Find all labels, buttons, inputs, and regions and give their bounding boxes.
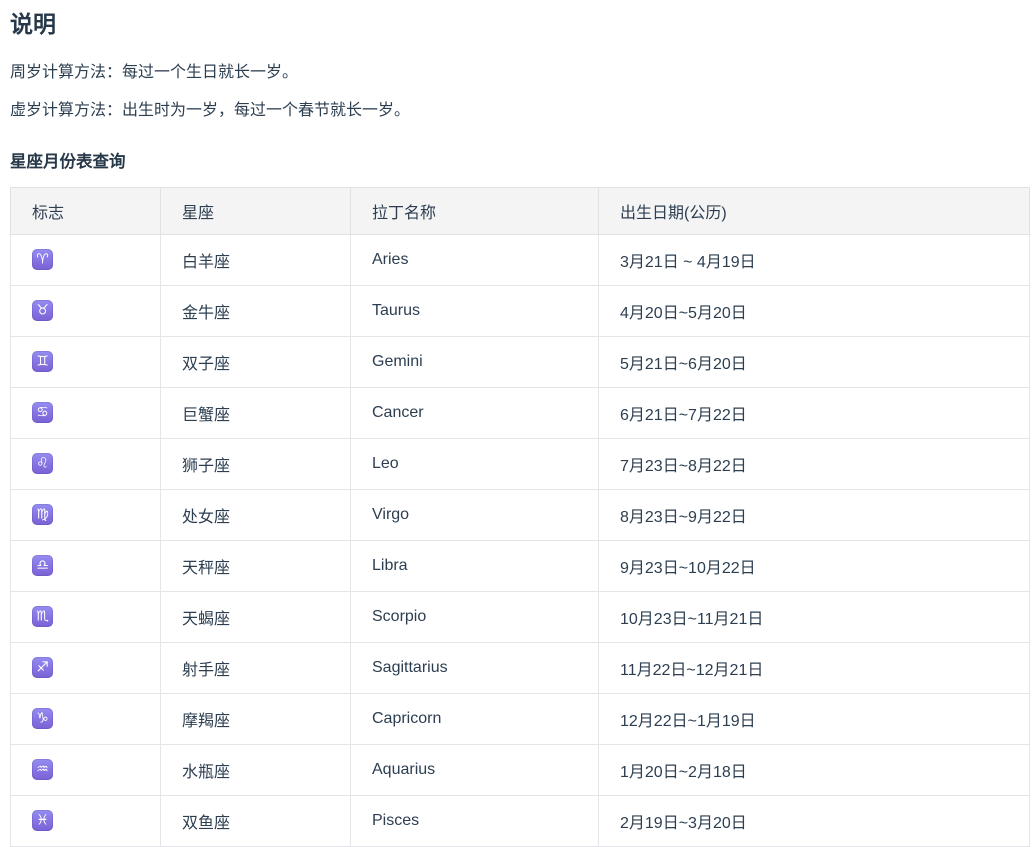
table-row: ♐ 射手座 Sagittarius 11月22日~12月21日: [10, 641, 1030, 694]
constellation-cell: 处女座: [160, 488, 351, 541]
latin-name-cell: Leo: [350, 437, 599, 490]
symbol-cell: ♎: [10, 539, 161, 592]
constellation-cell: 双鱼座: [160, 794, 351, 847]
table-row: ♍ 处女座 Virgo 8月23日~9月22日: [10, 488, 1030, 541]
constellation-cell: 狮子座: [160, 437, 351, 490]
birth-date-cell: 11月22日~12月21日: [598, 641, 1030, 694]
aquarius-icon: ♒: [32, 759, 53, 781]
table-header-row: 标志 星座 拉丁名称 出生日期(公历): [10, 186, 1030, 235]
constellation-cell: 巨蟹座: [160, 386, 351, 439]
symbol-cell: ♒: [10, 743, 161, 796]
constellation-cell: 天蝎座: [160, 590, 351, 643]
birth-date-cell: 4月20日~5月20日: [598, 284, 1030, 337]
gemini-icon: ♊: [32, 351, 53, 373]
sagittarius-icon: ♐: [32, 657, 53, 679]
section-title-zodiac-table: 星座月份表查询: [10, 152, 126, 171]
constellation-cell: 白羊座: [160, 233, 351, 286]
birth-date-cell: 3月21日 ~ 4月19日: [598, 233, 1030, 286]
latin-name-cell: Aries: [350, 233, 599, 286]
table-row: ♒ 水瓶座 Aquarius 1月20日~2月18日: [10, 743, 1030, 796]
taurus-icon: ♉: [32, 300, 53, 322]
table-row: ♊ 双子座 Gemini 5月21日~6月20日: [10, 335, 1030, 388]
birth-date-cell: 10月23日~11月21日: [598, 590, 1030, 643]
birth-date-cell: 7月23日~8月22日: [598, 437, 1030, 490]
birth-date-cell: 8月23日~9月22日: [598, 488, 1030, 541]
leo-icon: ♌: [32, 453, 53, 475]
symbol-cell: ♏: [10, 590, 161, 643]
table-row: ♉ 金牛座 Taurus 4月20日~5月20日: [10, 284, 1030, 337]
column-header-latin-name: 拉丁名称: [350, 186, 599, 235]
symbol-cell: ♑: [10, 692, 161, 745]
cancer-icon: ♋: [32, 402, 53, 424]
latin-name-cell: Aquarius: [350, 743, 599, 796]
symbol-cell: ♌: [10, 437, 161, 490]
symbol-cell: ♋: [10, 386, 161, 439]
column-header-birth-date: 出生日期(公历): [598, 186, 1030, 235]
table-row: ♌ 狮子座 Leo 7月23日~8月22日: [10, 437, 1030, 490]
birth-date-cell: 9月23日~10月22日: [598, 539, 1030, 592]
symbol-cell: ♉: [10, 284, 161, 337]
latin-name-cell: Virgo: [350, 488, 599, 541]
birth-date-cell: 1月20日~2月18日: [598, 743, 1030, 796]
birth-date-cell: 6月21日~7月22日: [598, 386, 1030, 439]
libra-icon: ♎: [32, 555, 53, 577]
symbol-cell: ♓: [10, 794, 161, 847]
symbol-cell: ♈: [10, 233, 161, 286]
birth-date-cell: 5月21日~6月20日: [598, 335, 1030, 388]
constellation-cell: 双子座: [160, 335, 351, 388]
zodiac-table: 标志 星座 拉丁名称 出生日期(公历) ♈ 白羊座 Aries 3月21日 ~ …: [10, 186, 1030, 847]
symbol-cell: ♐: [10, 641, 161, 694]
page-title: 说明: [10, 11, 56, 37]
latin-name-cell: Libra: [350, 539, 599, 592]
table-row: ♏ 天蝎座 Scorpio 10月23日~11月21日: [10, 590, 1030, 643]
latin-name-cell: Gemini: [350, 335, 599, 388]
pisces-icon: ♓: [32, 810, 53, 832]
latin-name-cell: Taurus: [350, 284, 599, 337]
table-row: ♋ 巨蟹座 Cancer 6月21日~7月22日: [10, 386, 1030, 439]
constellation-cell: 摩羯座: [160, 692, 351, 745]
note-actual-age: 周岁计算方法：每过一个生日就长一岁。: [10, 63, 299, 81]
note-nominal-age: 虚岁计算方法：出生时为一岁，每过一个春节就长一岁。: [10, 101, 411, 119]
constellation-cell: 金牛座: [160, 284, 351, 337]
table-row: ♈ 白羊座 Aries 3月21日 ~ 4月19日: [10, 233, 1030, 286]
symbol-cell: ♍: [10, 488, 161, 541]
capricorn-icon: ♑: [32, 708, 53, 730]
symbol-cell: ♊: [10, 335, 161, 388]
table-row: ♓ 双鱼座 Pisces 2月19日~3月20日: [10, 794, 1030, 847]
constellation-cell: 射手座: [160, 641, 351, 694]
constellation-cell: 水瓶座: [160, 743, 351, 796]
aries-icon: ♈: [32, 249, 53, 271]
virgo-icon: ♍: [32, 504, 53, 526]
birth-date-cell: 12月22日~1月19日: [598, 692, 1030, 745]
scorpio-icon: ♏: [32, 606, 53, 628]
constellation-cell: 天秤座: [160, 539, 351, 592]
column-header-constellation: 星座: [160, 186, 351, 235]
table-row: ♎ 天秤座 Libra 9月23日~10月22日: [10, 539, 1030, 592]
latin-name-cell: Cancer: [350, 386, 599, 439]
column-header-symbol: 标志: [10, 186, 161, 235]
latin-name-cell: Scorpio: [350, 590, 599, 643]
latin-name-cell: Capricorn: [350, 692, 599, 745]
latin-name-cell: Sagittarius: [350, 641, 599, 694]
birth-date-cell: 2月19日~3月20日: [598, 794, 1030, 847]
table-row: ♑ 摩羯座 Capricorn 12月22日~1月19日: [10, 692, 1030, 745]
latin-name-cell: Pisces: [350, 794, 599, 847]
